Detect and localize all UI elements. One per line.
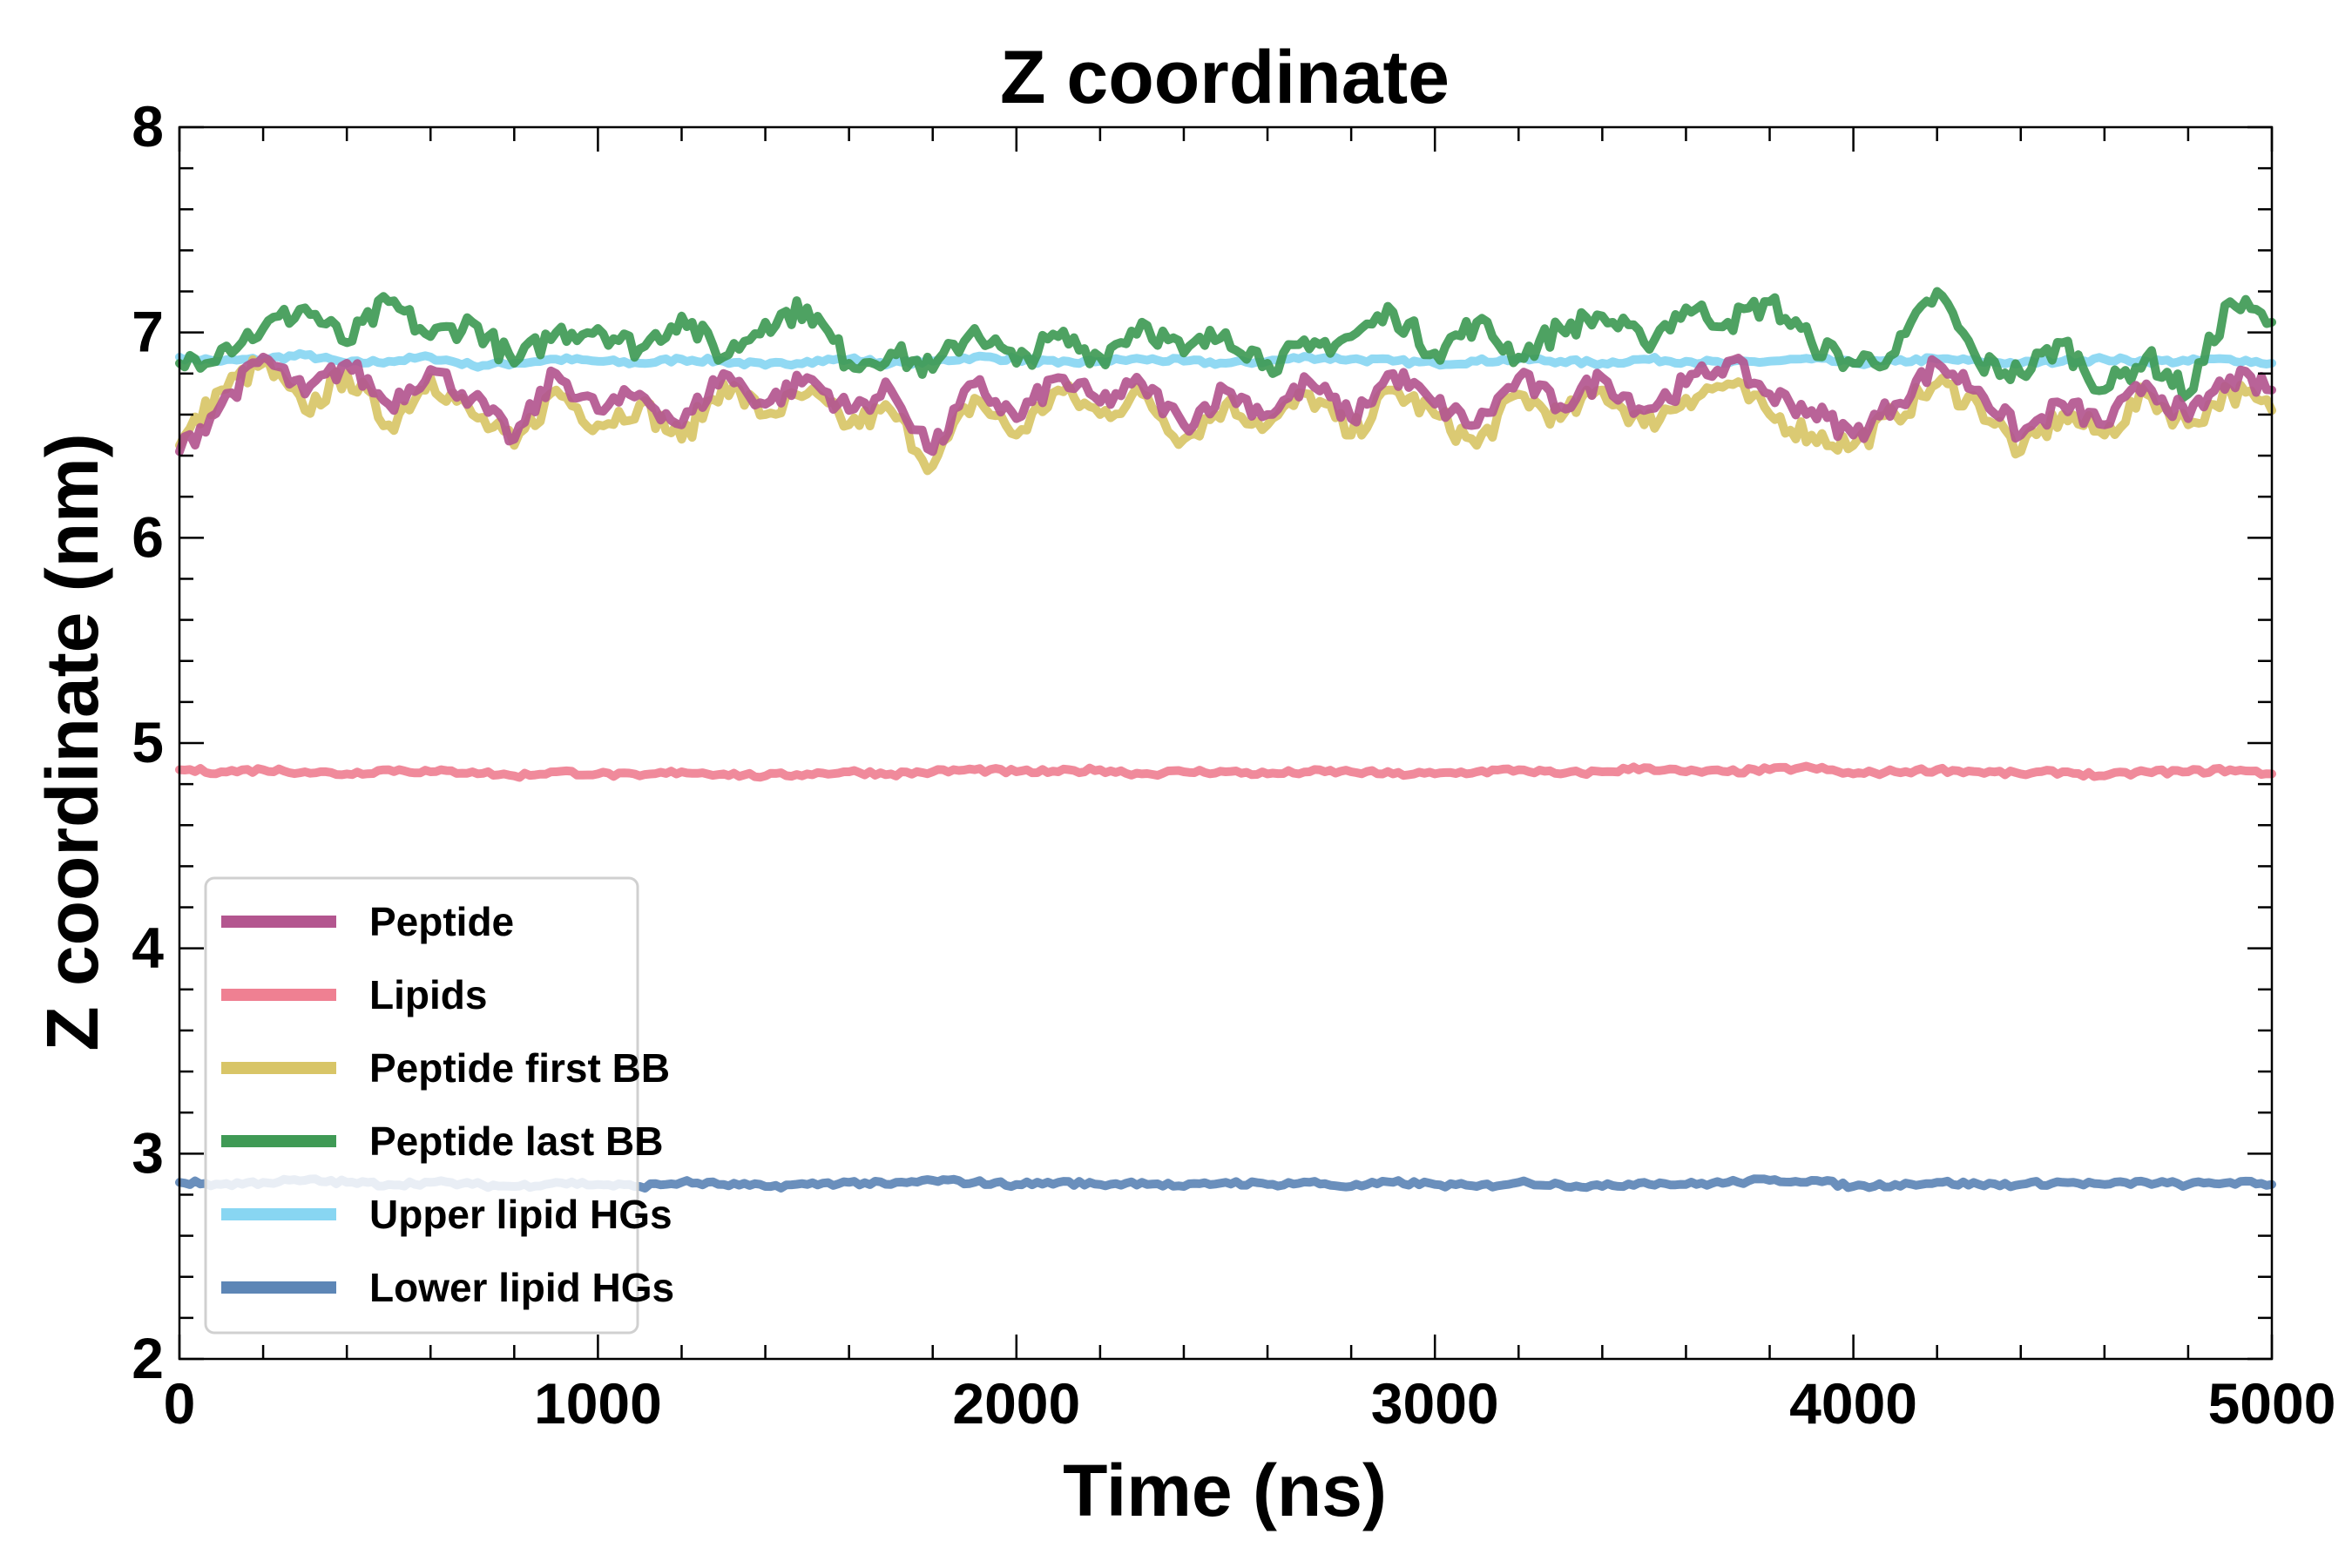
x-tick-label: 5000 bbox=[2208, 1371, 2336, 1436]
legend-label: Lower lipid HGs bbox=[369, 1265, 674, 1310]
y-tick-label: 4 bbox=[132, 916, 164, 980]
series-line-upper-lipid-hgs bbox=[175, 348, 2276, 372]
x-axis-ticks: 0 1000 2000 3000 4000 5000 bbox=[164, 127, 2336, 1436]
legend-label: Peptide bbox=[369, 899, 514, 944]
chart-title: Z coordinate bbox=[1000, 36, 1450, 119]
y-tick-label: 3 bbox=[132, 1120, 164, 1185]
series-line-peptide-last-bb bbox=[175, 287, 2276, 402]
legend-label: Upper lipid HGs bbox=[369, 1192, 672, 1237]
x-axis-label: Time (ns) bbox=[1063, 1450, 1387, 1531]
y-tick-label: 5 bbox=[132, 710, 164, 774]
y-axis-ticks: 2 3 4 5 6 7 8 bbox=[132, 94, 2272, 1390]
x-tick-label: 1000 bbox=[534, 1371, 662, 1436]
x-tick-label: 4000 bbox=[1789, 1371, 1917, 1436]
y-tick-label: 7 bbox=[132, 300, 164, 364]
y-tick-label: 2 bbox=[132, 1326, 164, 1390]
y-tick-label: 6 bbox=[132, 504, 164, 569]
y-tick-label: 8 bbox=[132, 94, 164, 159]
legend-label: Peptide first BB bbox=[369, 1045, 670, 1091]
x-tick-label: 2000 bbox=[952, 1371, 1080, 1436]
x-tick-label: 0 bbox=[164, 1371, 196, 1436]
y-axis-label: Z coordinate (nm) bbox=[31, 433, 113, 1051]
series-line-peptide bbox=[175, 352, 2276, 456]
legend-label: Peptide last BB bbox=[369, 1119, 663, 1164]
series-line-lipids bbox=[175, 761, 2276, 782]
legend-label: Lipids bbox=[369, 972, 487, 1017]
x-tick-label: 3000 bbox=[1371, 1371, 1499, 1436]
legend: Peptide Lipids Peptide first BB Peptide las… bbox=[204, 876, 674, 1335]
